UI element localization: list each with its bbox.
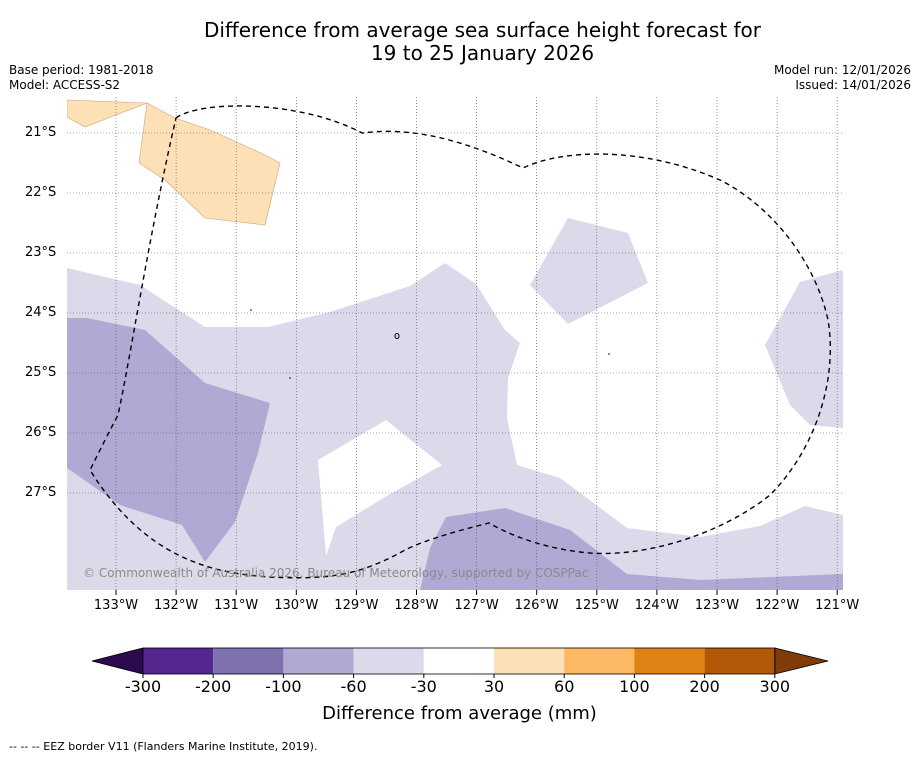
colorbar-frame <box>142 647 776 675</box>
colorbar-segment <box>704 648 775 674</box>
colorbar-segment <box>283 648 354 674</box>
meta-right: Model run: 12/01/2026 Issued: 14/01/2026 <box>774 63 911 93</box>
lat-label: 24°S <box>25 305 57 320</box>
model-run: Model run: 12/01/2026 <box>773 63 911 77</box>
anomaly-region-light-lavender <box>530 218 648 324</box>
colorbar-segment <box>213 648 284 674</box>
colorbar-segment <box>564 648 635 674</box>
island-outline <box>394 333 400 339</box>
colorbar-tick-label: 200 <box>689 677 720 696</box>
lat-label: 21°S <box>25 125 57 140</box>
colorbar-tick-label: -200 <box>195 677 232 696</box>
model-name: Model: ACCESS-S2 <box>9 78 121 92</box>
issued-date: Issued: 14/01/2026 <box>795 78 911 92</box>
title-line-2: 19 to 25 January 2026 <box>370 41 595 65</box>
anomaly-region-medium-lavender <box>420 508 843 590</box>
island-dot <box>250 309 252 311</box>
colorbar-tick-label: -60 <box>340 677 367 696</box>
colorbar-tick-label: 30 <box>483 677 505 696</box>
map-plot-area <box>67 97 843 590</box>
colorbar-extend-max <box>774 647 829 675</box>
colorbar-segment <box>143 648 214 674</box>
lon-label: 132°W <box>154 598 199 613</box>
colorbar-tick-label: -300 <box>124 677 162 696</box>
colorbar-tick-label: 60 <box>554 677 575 696</box>
colorbar <box>91 647 829 678</box>
anomaly-region-light-lavender <box>67 263 843 590</box>
lon-label: 133°W <box>93 598 139 613</box>
colorbar-tick-label: -30 <box>410 677 437 696</box>
colorbar-tick-label: 300 <box>759 677 791 696</box>
lon-label: 123°W <box>694 598 740 613</box>
axis-ticks <box>115 590 838 595</box>
eez-legend-note: -- -- -- EEZ border V11 (Flanders Marine… <box>9 740 318 753</box>
map-figure <box>67 97 843 678</box>
colorbar-segment <box>353 648 424 674</box>
colorbar-extend-min <box>91 647 144 675</box>
eez-border <box>89 105 831 579</box>
lat-label: 23°S <box>25 245 57 260</box>
island-dot <box>289 377 291 379</box>
map-title: Difference from average sea surface heig… <box>0 19 919 65</box>
copyright-notice: © Commonwealth of Australia 2026, Bureau… <box>83 566 589 580</box>
lat-label: 22°S <box>25 185 57 200</box>
graticule <box>67 97 843 590</box>
lon-label: 129°W <box>334 598 379 613</box>
anomaly-region-white <box>318 420 442 556</box>
lon-label: 125°W <box>574 598 619 613</box>
anomaly-region-light-orange <box>138 102 281 226</box>
lat-label: 27°S <box>25 485 57 500</box>
lon-label: 131°W <box>214 598 259 613</box>
lat-label: 25°S <box>25 365 57 380</box>
lon-label: 128°W <box>394 598 439 613</box>
colorbar-segment <box>494 648 565 674</box>
colorbar-segment <box>634 648 705 674</box>
colorbar-segment <box>423 648 494 674</box>
lon-label: 130°W <box>274 598 319 613</box>
lon-label: 126°W <box>514 598 559 613</box>
meta-left: Base period: 1981-2018 Model: ACCESS-S2 <box>9 63 154 93</box>
anomaly-region-light-orange <box>67 99 148 128</box>
anomaly-region-light-lavender <box>765 270 843 428</box>
base-period: Base period: 1981-2018 <box>9 63 154 77</box>
colorbar-tick-label: 100 <box>619 677 650 696</box>
lon-label: 122°W <box>755 598 800 613</box>
island-dot <box>608 353 610 355</box>
lon-label: 124°W <box>634 598 679 613</box>
lat-label: 26°S <box>25 425 57 440</box>
lon-label: 127°W <box>454 598 499 613</box>
colorbar-label: Difference from average (mm) <box>322 703 597 724</box>
anomaly-region-medium-lavender <box>67 318 270 562</box>
title-line-1: Difference from average sea surface heig… <box>203 18 762 42</box>
lon-label: 121°W <box>815 598 860 613</box>
colorbar-tick-label: -100 <box>265 677 302 696</box>
